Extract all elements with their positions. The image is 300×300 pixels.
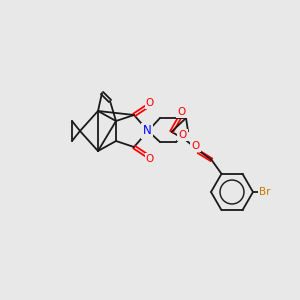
Text: N: N	[142, 124, 152, 137]
Text: O: O	[146, 154, 154, 164]
Text: O: O	[146, 98, 154, 108]
Text: O: O	[177, 107, 186, 117]
Text: O: O	[178, 130, 187, 140]
Text: O: O	[191, 141, 200, 151]
Text: Br: Br	[259, 187, 271, 197]
